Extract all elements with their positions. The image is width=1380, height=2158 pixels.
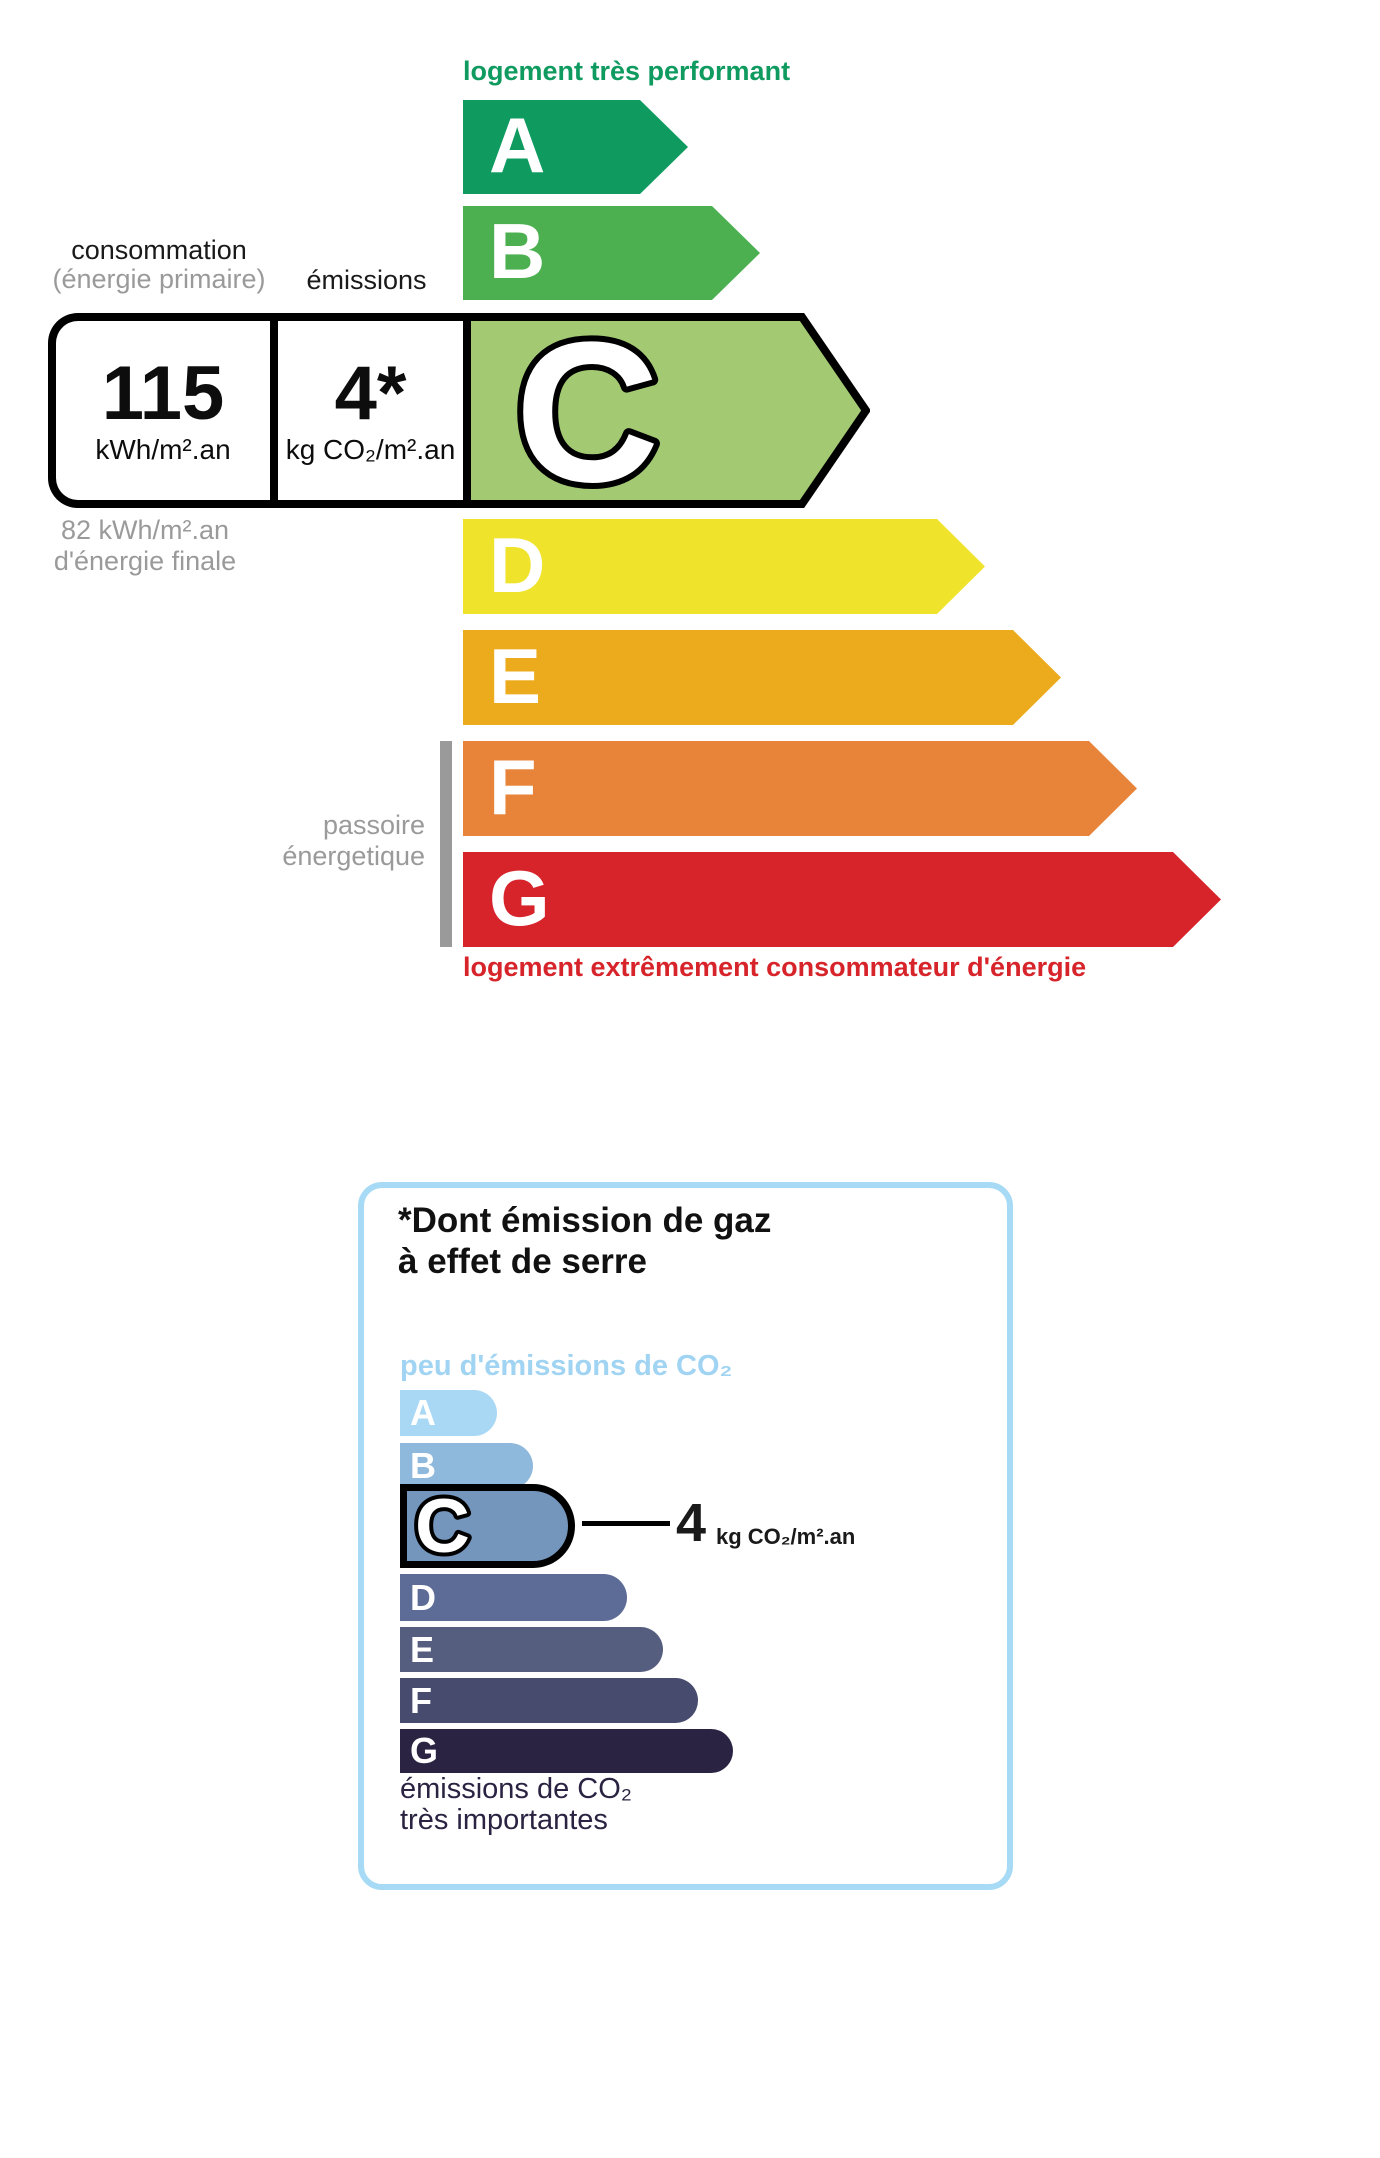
energy-sieve-line2: énergetique xyxy=(282,841,425,871)
consumption-header-line2: (énergie primaire) xyxy=(52,264,266,294)
co2-panel-title: *Dont émission de gaz à effet de serre xyxy=(398,1200,771,1282)
co2-value-callout-line xyxy=(582,1521,670,1526)
energy-class-bar-e: E xyxy=(463,630,1061,725)
co2-value-cell: 4* kg CO₂/m².an xyxy=(278,321,463,500)
co2-class-letter-d: D xyxy=(410,1576,436,1618)
consumption-header-line1: consommation xyxy=(71,235,247,265)
co2-class-bar-d: D xyxy=(400,1574,627,1621)
final-energy-note: 82 kWh/m².an d'énergie finale xyxy=(20,515,270,577)
co2-class-bar-c: C xyxy=(400,1480,575,1573)
co2-unit: kg CO₂/m².an xyxy=(285,433,456,465)
energy-class-letter-d: D xyxy=(489,520,546,609)
co2-class-bar-g: G xyxy=(400,1729,733,1773)
co2-title-line1: *Dont émission de gaz xyxy=(398,1201,772,1240)
energy-class-bar-d: D xyxy=(463,519,985,614)
energy-sieve-line1: passoire xyxy=(322,810,425,840)
energy-class-letter-a: A xyxy=(489,101,546,189)
co2-class-letter-e: E xyxy=(410,1628,435,1670)
emissions-header: émissions xyxy=(306,265,427,295)
co2-class-bar-b: B xyxy=(400,1443,533,1489)
energy-class-bar-f: F xyxy=(463,741,1137,836)
consumption-header: consommation (énergie primaire) xyxy=(48,236,270,294)
energy-class-letter-f: F xyxy=(489,742,537,831)
energy-value: 115 xyxy=(101,350,225,436)
energy-class-letter-c: C xyxy=(515,313,659,508)
energy-class-letter-g: G xyxy=(489,853,550,942)
energy-class-bar-c: C xyxy=(463,313,870,508)
co2-class-letter-c: C xyxy=(415,1484,470,1569)
top-performance-label: logement très performant xyxy=(463,56,791,86)
co2-callout-value: 4 xyxy=(676,1493,707,1553)
co2-value: 4* xyxy=(334,350,407,436)
co2-class-bar-f: F xyxy=(400,1678,698,1723)
co2-high-line1: émissions de CO₂ xyxy=(400,1773,633,1805)
energy-class-letter-b: B xyxy=(489,207,546,295)
current-values-box: 115 kWh/m².an 4* kg CO₂/m².an xyxy=(48,313,463,508)
co2-high-emissions-label: émissions de CO₂ très importantes xyxy=(400,1774,632,1836)
final-energy-line2: d'énergie finale xyxy=(53,546,237,576)
co2-class-letter-b: B xyxy=(410,1445,436,1486)
co2-class-letter-f: F xyxy=(410,1679,432,1721)
co2-class-letter-g: G xyxy=(410,1730,439,1771)
energy-unit: kWh/m².an xyxy=(95,433,231,465)
co2-class-bar-e: E xyxy=(400,1627,663,1672)
energy-value-cell: 115 kWh/m².an xyxy=(56,321,278,500)
energy-class-letter-e: E xyxy=(489,631,542,720)
energy-class-bar-a: A xyxy=(463,100,688,194)
bottom-performance-label: logement extrêmement consommateur d'éner… xyxy=(463,952,1087,982)
co2-class-bar-a: A xyxy=(400,1390,497,1436)
co2-callout-unit: kg CO₂/m².an xyxy=(716,1524,856,1549)
final-energy-line1: 82 kWh/m².an xyxy=(60,515,230,545)
energy-sieve-label: passoire énergetique xyxy=(140,810,425,872)
energy-class-bar-g: G xyxy=(463,852,1221,947)
co2-low-emissions-label: peu d'émissions de CO₂ xyxy=(400,1350,733,1382)
energy-sieve-rule xyxy=(440,741,452,947)
energy-class-bar-b: B xyxy=(463,206,760,300)
co2-class-letter-a: A xyxy=(410,1392,436,1433)
co2-high-line2: très importantes xyxy=(400,1804,608,1836)
co2-title-line2: à effet de serre xyxy=(398,1242,648,1281)
